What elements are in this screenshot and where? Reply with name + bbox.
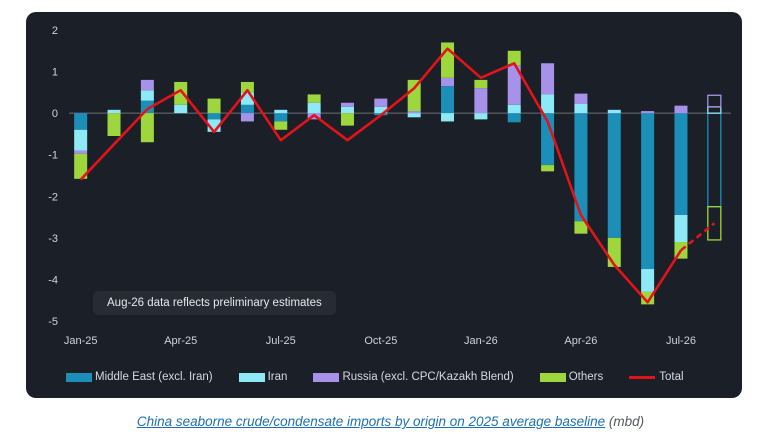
bar-segment-2-2 <box>140 79 154 91</box>
legend-label-iran: Iran <box>267 371 288 383</box>
y-tick-label-2: 0 <box>52 108 58 120</box>
bar-segment-1-17 <box>641 269 655 292</box>
legend-item-total: Total <box>629 371 684 383</box>
bar-segment-0-5 <box>240 104 254 114</box>
bar-segment-1-1 <box>107 109 121 114</box>
x-tick-label-0: Jan-25 <box>64 335 98 347</box>
bar-segment-2-9 <box>374 98 388 107</box>
bar-segment-3-7 <box>307 94 321 103</box>
bar-segment-2-19 <box>707 94 722 108</box>
bar-segment-3-4 <box>207 98 221 114</box>
bar-segment-2-18 <box>674 105 688 114</box>
legend-swatch-middle-east <box>66 372 92 382</box>
legend-item-iran: Iran <box>238 371 288 383</box>
bar-segment-1-12 <box>474 113 488 120</box>
legend-line-total <box>629 375 656 379</box>
bar-segment-1-7 <box>307 102 321 114</box>
bar-segment-3-5 <box>240 81 254 93</box>
y-tick-label-6: -4 <box>48 274 58 286</box>
bar-segment-0-0 <box>74 113 88 130</box>
bar-segment-3-14 <box>541 165 555 172</box>
legend-swatch-iran <box>238 372 265 382</box>
legend-label-middle-east: Middle East (excl. Iran) <box>95 371 213 383</box>
bar-segment-2-5 <box>240 113 254 122</box>
y-tick-label-0: 2 <box>52 25 58 37</box>
bar-segment-0-2 <box>140 100 154 114</box>
caption-suffix: (mbd) <box>605 414 645 429</box>
y-tick-label-5: -3 <box>48 233 58 245</box>
legend-swatch-russia <box>313 372 340 382</box>
bar-segment-1-6 <box>274 109 288 114</box>
legend-label-total: Total <box>659 371 684 383</box>
caption-link[interactable]: China seaborne crude/condensate imports … <box>136 414 606 429</box>
y-tick-label-1: 1 <box>52 67 58 79</box>
bar-segment-1-0 <box>74 129 88 151</box>
bar-segment-0-16 <box>607 113 621 238</box>
bar-segment-0-17 <box>641 113 655 270</box>
preliminary-note: Aug-26 data reflects preliminary estimat… <box>93 291 336 315</box>
legend-item-russia: Russia (excl. CPC/Kazakh Blend) <box>313 371 514 383</box>
legend-swatch-others <box>539 372 566 382</box>
bar-segment-0-18 <box>674 113 688 215</box>
x-tick-label-3: Apr-25 <box>164 335 197 347</box>
x-tick-label-18: Jul-26 <box>666 335 696 347</box>
bar-segment-3-10 <box>407 79 421 112</box>
bar-segment-1-13 <box>507 104 521 114</box>
bar-segment-1-14 <box>541 94 555 114</box>
bar-segment-1-3 <box>174 104 188 114</box>
bar-segment-1-8 <box>340 106 354 114</box>
bar-segment-2-0 <box>74 150 88 154</box>
legend-item-middle-east: Middle East (excl. Iran) <box>66 371 213 383</box>
bar-segment-0-14 <box>541 113 555 166</box>
x-tick-label-12: Jan-26 <box>464 335 498 347</box>
bar-segment-1-19 <box>707 106 722 114</box>
x-tick-label-9: Oct-25 <box>364 335 397 347</box>
bar-segment-2-13 <box>507 65 521 105</box>
bar-segment-2-15 <box>574 93 588 104</box>
bar-segment-0-4 <box>207 113 221 120</box>
bar-segment-2-11 <box>441 77 455 87</box>
x-tick-label-15: Apr-26 <box>564 335 597 347</box>
bar-segment-1-10 <box>407 113 421 118</box>
bar-segment-2-14 <box>541 63 555 95</box>
chart-plot: 2 1 0 -1 -2 -3 -4 -5 Jan-25 Apr-25 Jul-25 Oct-25 Jan… <box>48 25 731 347</box>
bar-segment-3-1 <box>107 113 121 137</box>
bar-segment-3-12 <box>474 79 488 89</box>
bar-segment-2-17 <box>641 111 655 114</box>
bar-segment-2-8 <box>340 102 354 107</box>
bar-segment-3-0 <box>74 153 88 179</box>
bar-segment-1-2 <box>140 90 154 101</box>
bar-segment-0-11 <box>441 86 455 114</box>
bar-segment-1-18 <box>674 214 688 243</box>
legend-item-others: Others <box>539 371 604 383</box>
bar-segment-3-3 <box>174 81 188 105</box>
legend-label-russia: Russia (excl. CPC/Kazakh Blend) <box>342 371 514 383</box>
bar-segment-1-16 <box>607 109 621 114</box>
y-tick-label-4: -2 <box>48 191 58 203</box>
bar-segment-0-13 <box>507 113 521 123</box>
bar-segment-2-10 <box>407 111 421 114</box>
bar-segment-2-12 <box>474 88 488 114</box>
bar-segment-1-11 <box>441 113 455 122</box>
bar-segment-3-19 <box>707 206 722 241</box>
bar-segment-1-9 <box>374 106 388 114</box>
x-tick-label-6: Jul-25 <box>266 335 296 347</box>
bar-segment-3-8 <box>340 113 354 126</box>
total-line-preliminary <box>680 222 716 252</box>
bar-segment-1-15 <box>574 103 588 114</box>
bar-segment-3-13 <box>507 50 521 66</box>
bar-segment-3-15 <box>574 221 588 234</box>
legend-label-others: Others <box>568 371 604 383</box>
figure-caption: China seaborne crude/condensate imports … <box>0 414 781 429</box>
bar-segment-3-2 <box>140 113 154 143</box>
chart-legend: Middle East (excl. Iran) Iran Russia (ex… <box>66 367 710 387</box>
bar-segment-0-6 <box>274 113 288 122</box>
total-line <box>79 47 683 304</box>
y-tick-label-7: -5 <box>48 316 58 328</box>
bar-segment-3-6 <box>274 121 288 130</box>
y-tick-label-3: -1 <box>48 150 58 162</box>
chart-panel: 2 1 0 -1 -2 -3 -4 -5 Jan-25 Apr-25 Jul-25 Oct-25 Jan… <box>26 12 742 398</box>
bar-segment-0-19 <box>707 112 722 208</box>
bar-segment-0-15 <box>574 113 588 222</box>
